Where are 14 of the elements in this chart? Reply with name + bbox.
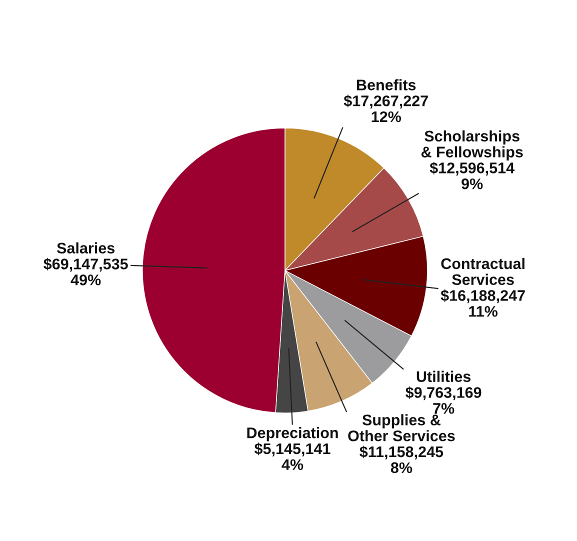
data-label: $5,145,141 4% bbox=[254, 442, 330, 470]
slice-label: Supplies & Other Services bbox=[348, 414, 455, 442]
data-label: $69,147,535 49% bbox=[44, 258, 128, 286]
data-label: $11,158,245 8% bbox=[360, 446, 444, 474]
data-label: $9,763,169 7% bbox=[406, 386, 482, 414]
data-label: $17,267,227 12% bbox=[344, 94, 428, 122]
slice-label: Utilities bbox=[416, 370, 471, 382]
slice-label: Scholarships & Fellowships bbox=[421, 130, 523, 160]
slice-label: Salaries bbox=[56, 242, 115, 254]
slice-label: Depreciation bbox=[247, 427, 338, 442]
data-label: $12,596,514 9% bbox=[430, 162, 514, 190]
slice-label: Benefits bbox=[357, 79, 416, 90]
data-label: $16,188,247 11% bbox=[440, 289, 525, 317]
slice-label: Contractual Services bbox=[441, 258, 524, 286]
